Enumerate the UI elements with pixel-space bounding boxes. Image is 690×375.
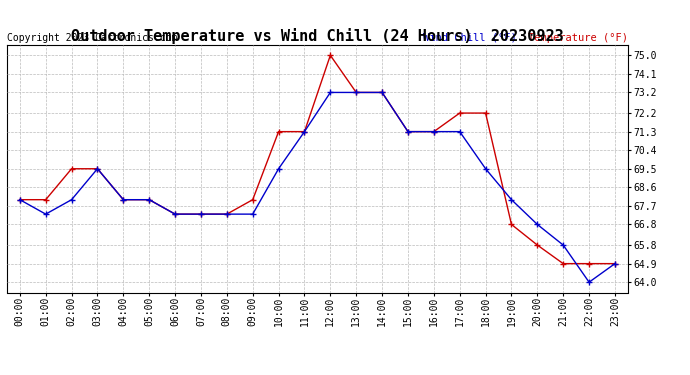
Temperature (°F) [300,129,308,134]
Temperature (°F) [378,90,386,94]
Title: Outdoor Temperature vs Wind Chill (24 Hours)  20230923: Outdoor Temperature vs Wind Chill (24 Ho… [71,28,564,44]
Wind Chill (°F) [611,261,619,266]
Temperature (°F) [611,261,619,266]
Wind Chill (°F) [352,90,360,94]
Temperature (°F) [197,212,205,216]
Wind Chill (°F) [507,197,515,202]
Temperature (°F) [41,197,50,202]
Wind Chill (°F) [378,90,386,94]
Wind Chill (°F) [585,280,593,284]
Temperature (°F) [171,212,179,216]
Temperature (°F) [16,197,24,202]
Temperature (°F) [533,243,542,247]
Line: Wind Chill (°F): Wind Chill (°F) [17,90,618,285]
Temperature (°F) [585,261,593,266]
Wind Chill (°F) [430,129,438,134]
Wind Chill (°F) [41,212,50,216]
Temperature (°F) [248,197,257,202]
Wind Chill (°F) [68,197,76,202]
Wind Chill (°F) [223,212,231,216]
Temperature (°F) [559,261,567,266]
Wind Chill (°F) [119,197,128,202]
Text: Copyright 2023 Cartronics.com: Copyright 2023 Cartronics.com [7,33,177,42]
Wind Chill (°F) [93,166,101,171]
Temperature (°F) [223,212,231,216]
Wind Chill (°F) [404,129,412,134]
Temperature (°F) [275,129,283,134]
Temperature (°F) [404,129,412,134]
Wind Chill (°F) [326,90,335,94]
Wind Chill (°F) [197,212,205,216]
Text: Wind Chill (°F): Wind Chill (°F) [423,33,517,42]
Text: Temperature (°F): Temperature (°F) [528,33,628,42]
Temperature (°F) [455,111,464,115]
Temperature (°F) [145,197,153,202]
Wind Chill (°F) [275,166,283,171]
Wind Chill (°F) [171,212,179,216]
Temperature (°F) [119,197,128,202]
Temperature (°F) [507,222,515,226]
Wind Chill (°F) [300,129,308,134]
Temperature (°F) [430,129,438,134]
Wind Chill (°F) [482,166,490,171]
Line: Temperature (°F): Temperature (°F) [17,53,618,266]
Temperature (°F) [93,166,101,171]
Wind Chill (°F) [16,197,24,202]
Wind Chill (°F) [248,212,257,216]
Wind Chill (°F) [533,222,542,226]
Wind Chill (°F) [559,243,567,247]
Temperature (°F) [68,166,76,171]
Temperature (°F) [352,90,360,94]
Wind Chill (°F) [455,129,464,134]
Wind Chill (°F) [145,197,153,202]
Temperature (°F) [482,111,490,115]
Temperature (°F) [326,53,335,57]
